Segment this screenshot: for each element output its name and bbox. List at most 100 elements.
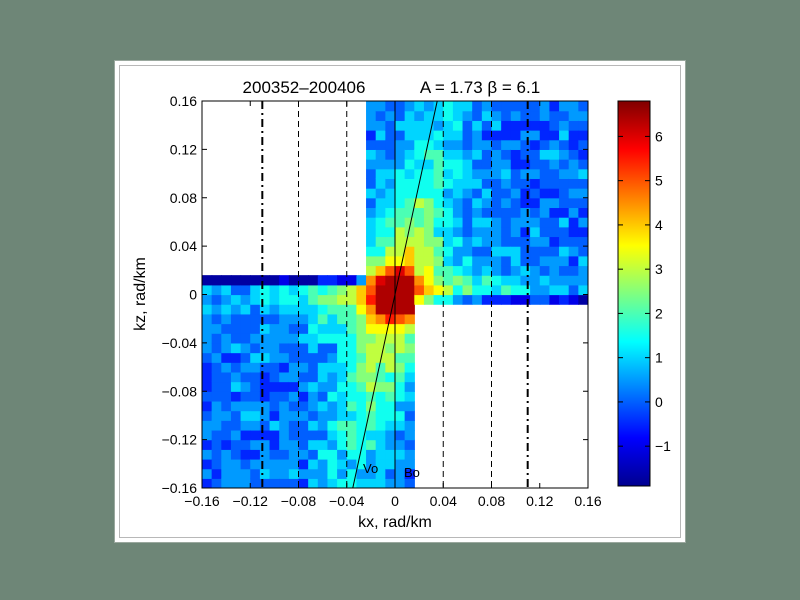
contour-cell: [385, 101, 396, 112]
contour-cell: [404, 439, 415, 450]
contour-cell: [288, 304, 300, 315]
contour-cell: [395, 217, 406, 228]
contour-cell: [559, 149, 570, 160]
contour-cell: [240, 410, 251, 421]
contour-cell: [346, 342, 357, 354]
contour-cell: [443, 101, 454, 112]
contour-cell: [452, 275, 464, 286]
contour-cell: [395, 439, 406, 450]
contour-cell: [501, 130, 512, 141]
contour-cell: [327, 458, 338, 470]
contour-cell: [230, 323, 242, 334]
contour-cell: [520, 236, 531, 247]
contour-cell: [443, 294, 454, 305]
contour-cell: [298, 420, 309, 431]
contour-cell: [472, 275, 483, 286]
contour-cell: [346, 362, 357, 373]
contour-cell: [549, 178, 560, 189]
contour-cell: [530, 294, 541, 305]
contour-cell: [414, 246, 425, 257]
contour-cell: [250, 439, 261, 450]
contour-cell: [356, 439, 367, 450]
x-tick-label: −0.04: [329, 493, 365, 509]
contour-cell: [259, 449, 271, 460]
contour-cell: [501, 178, 512, 189]
contour-cell: [423, 255, 435, 267]
contour-cell: [230, 352, 242, 363]
contour-cell: [259, 352, 271, 363]
colorbar-tick-label: 5: [655, 173, 663, 189]
contour-cell: [327, 468, 338, 479]
contour-cell: [491, 188, 502, 199]
contour-cell: [337, 275, 348, 286]
contour-cell: [327, 333, 338, 344]
contour-cell: [423, 149, 435, 160]
contour-cell: [327, 381, 338, 392]
contour-cell: [404, 130, 415, 141]
contour-cell: [202, 429, 213, 441]
contour-cell: [501, 110, 512, 121]
contour-cell: [366, 265, 377, 276]
contour-cell: [510, 168, 522, 179]
y-tick-label: −0.04: [162, 335, 198, 351]
contour-cell: [221, 313, 232, 325]
colorbar-box: [617, 100, 651, 487]
contour-cell: [279, 449, 290, 460]
contour-cell: [211, 333, 222, 344]
contour-cell: [346, 284, 357, 296]
contour-cell: [510, 110, 522, 121]
contour-cell: [211, 429, 222, 441]
contour-cell: [366, 333, 377, 344]
contour-cell: [366, 149, 377, 160]
contour-cell: [221, 478, 232, 488]
contour-cell: [462, 110, 473, 121]
contour-cell: [375, 226, 386, 238]
contour-cell: [317, 284, 329, 296]
contour-cell: [202, 284, 213, 296]
x-axis-label: kx, rad/km: [358, 514, 432, 531]
contour-cell: [337, 391, 348, 402]
contour-cell: [539, 246, 550, 257]
contour-cell: [298, 458, 309, 470]
contour-cell: [501, 284, 512, 296]
contour-cell: [395, 120, 406, 131]
contour-cell: [356, 313, 367, 325]
contour-cell: [221, 323, 232, 334]
contour-cell: [395, 410, 406, 421]
contour-cell: [568, 265, 579, 276]
contour-cell: [510, 284, 522, 296]
contour-cell: [404, 226, 415, 238]
contour-cell: [443, 159, 454, 170]
contour-cell: [395, 159, 406, 170]
y-tick-label: 0.12: [170, 141, 197, 157]
contour-cell: [414, 294, 425, 305]
contour-cell: [404, 159, 415, 170]
contour-cell: [414, 255, 425, 267]
contour-cell: [539, 265, 550, 276]
contour-cell: [568, 188, 579, 199]
contour-cell: [404, 284, 415, 296]
contour-cell: [375, 188, 386, 199]
contour-cell: [491, 284, 502, 296]
contour-cell: [375, 458, 386, 470]
contour-cell: [308, 333, 319, 344]
contour-cell: [356, 420, 367, 431]
contour-cell: [462, 120, 473, 131]
contour-cell: [559, 284, 570, 296]
contour-cell: [385, 188, 396, 199]
contour-cell: [308, 304, 319, 315]
contour-cell: [549, 149, 560, 160]
contour-cell: [491, 139, 502, 150]
contour-cell: [337, 420, 348, 431]
colorbar-tick-label: 2: [655, 305, 663, 321]
contour-cell: [559, 217, 570, 228]
contour-cell: [481, 207, 493, 218]
contour-cell: [481, 178, 493, 189]
contour-cell: [366, 159, 377, 170]
contour-cell: [221, 304, 232, 315]
contour-cell: [433, 226, 444, 238]
contour-cell: [375, 168, 386, 179]
contour-cell: [578, 207, 588, 218]
contour-cell: [337, 400, 348, 412]
contour-cell: [327, 342, 338, 354]
